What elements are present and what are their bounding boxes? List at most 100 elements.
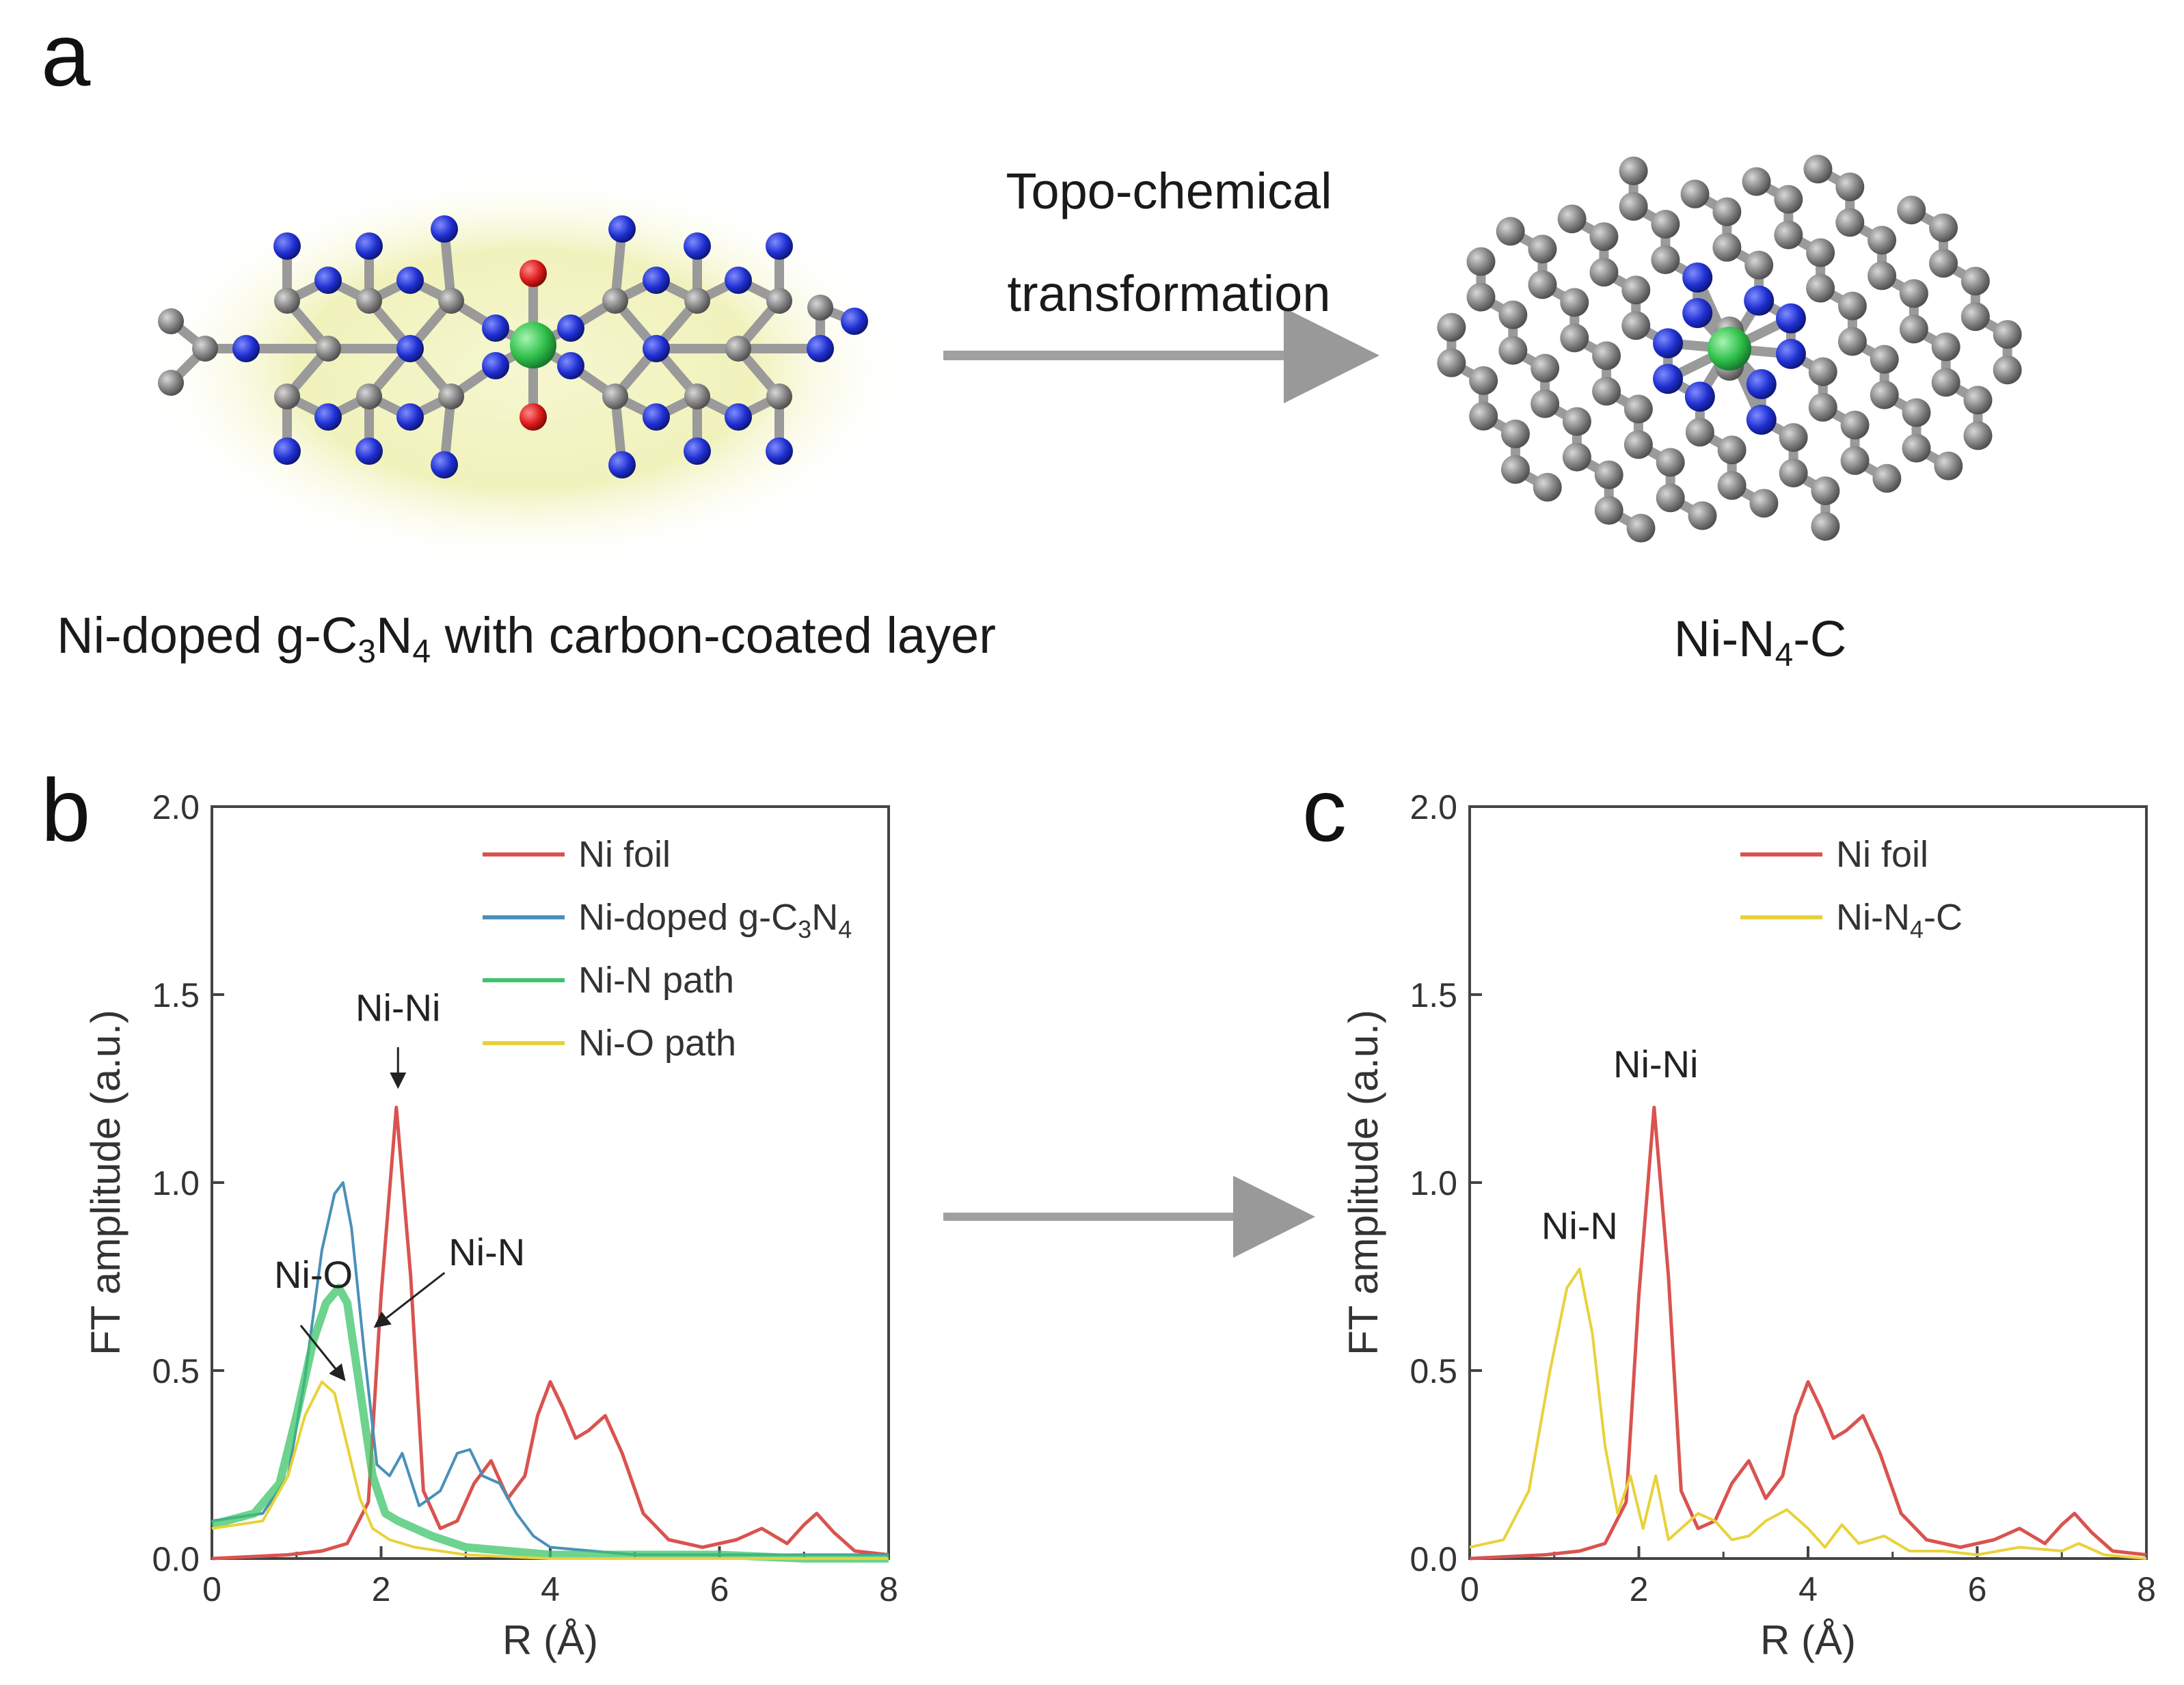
nitrogen-atom — [273, 232, 301, 260]
carbon-atom — [1562, 407, 1591, 436]
carbon-atom — [1931, 332, 1960, 362]
carbon-atom — [1897, 196, 1926, 225]
carbon-atom — [1498, 300, 1528, 329]
nitrogen-atom — [314, 267, 342, 294]
carbon-atom — [602, 288, 628, 314]
arrow-label-line1: Topo-chemical — [1006, 163, 1332, 219]
x-axis-label: R (Å) — [1760, 1617, 1856, 1663]
nitrogen-atom — [557, 314, 584, 342]
carbon-atom — [1742, 167, 1771, 196]
nitrogen-atom — [725, 267, 752, 294]
y-tick-label: 0.0 — [1410, 1540, 1457, 1578]
peak-annotation: Ni-N — [448, 1230, 525, 1273]
carbon-atom — [1592, 341, 1621, 370]
carbon-atom — [315, 336, 341, 362]
x-tick-label: 0 — [202, 1570, 221, 1608]
x-tick-label: 8 — [2137, 1570, 2156, 1608]
nitrogen-atom — [766, 232, 793, 260]
carbon-atom — [1626, 513, 1656, 543]
carbon-atom — [1779, 459, 1808, 487]
x-tick-label: 0 — [1460, 1570, 1479, 1608]
carbon-atom — [1872, 463, 1902, 493]
nitrogen-atom — [807, 335, 834, 362]
panel-c-label: c — [1302, 760, 1347, 860]
nitrogen-atom — [608, 215, 636, 243]
nitrogen-atom — [1746, 369, 1777, 399]
carbon-atom — [274, 288, 300, 314]
x-axis-label: R (Å) — [502, 1617, 598, 1663]
carbon-atom — [1589, 258, 1619, 287]
carbon-atom — [1651, 245, 1680, 274]
carbon-atom — [1993, 355, 2022, 385]
carbon-atom — [1960, 302, 1990, 332]
carbon-atom — [1651, 210, 1680, 239]
carbon-atom — [1500, 419, 1530, 448]
panel-a-label: a — [41, 5, 91, 105]
carbon-atom — [1469, 401, 1498, 431]
carbon-atom — [1531, 353, 1560, 383]
carbon-atom — [602, 383, 628, 409]
carbon-atom — [1562, 442, 1591, 472]
carbon-atom — [1560, 288, 1589, 317]
carbon-atom — [1811, 512, 1840, 541]
peak-annotation: Ni-Ni — [1613, 1042, 1698, 1086]
left-structure-caption: Ni-doped g-C3N4 with carbon-coated layer — [57, 607, 996, 670]
nitrogen-atom — [232, 335, 260, 362]
nitrogen-atom — [273, 437, 301, 465]
annotation-arrow — [373, 1271, 446, 1328]
carbon-atom — [1712, 232, 1742, 262]
carbon-atom — [1560, 323, 1589, 353]
y-tick-label: 0.5 — [152, 1352, 200, 1390]
nitrogen-atom — [431, 215, 458, 243]
peak-annotation: Ni-O — [274, 1253, 353, 1296]
nitrogen-atom — [314, 403, 342, 431]
carbon-atom — [1533, 472, 1562, 502]
carbon-atom — [1656, 483, 1685, 513]
carbon-atom — [725, 336, 751, 362]
carbon-atom — [356, 288, 382, 314]
nitrogen-atom — [355, 437, 383, 465]
carbon-atom — [1837, 327, 1867, 356]
carbon-atom — [766, 288, 792, 314]
nitrogen-atom — [1653, 364, 1684, 394]
series-line — [1469, 1267, 2147, 1560]
carbon-atom — [1557, 204, 1587, 234]
carbon-atom — [1466, 247, 1496, 276]
y-tick-label: 1.5 — [1410, 976, 1457, 1014]
carbon-atom — [1621, 311, 1651, 340]
nitrogen-atom — [643, 267, 670, 294]
nickel-atom — [510, 322, 556, 368]
nitrogen-atom — [841, 308, 868, 335]
legend-entry: Ni-O path — [578, 1023, 736, 1064]
carbon-atom — [1717, 435, 1747, 465]
carbon-atom — [807, 295, 833, 321]
y-tick-label: 1.0 — [1410, 1164, 1457, 1202]
nitrogen-atom — [482, 314, 509, 342]
x-tick-label: 4 — [541, 1570, 560, 1608]
carbon-atom — [1469, 366, 1498, 395]
carbon-atom — [1835, 208, 1865, 237]
x-tick-label: 2 — [1630, 1570, 1649, 1608]
nitrogen-atom — [431, 451, 458, 478]
nitrogen-atom — [396, 403, 424, 431]
nitrogen-atom — [1744, 285, 1775, 316]
arrow-label-line2: transformation — [1008, 265, 1331, 322]
carbon-atom — [1902, 398, 1931, 427]
carbon-atom — [1931, 368, 1960, 397]
carbon-atom — [1870, 380, 1899, 409]
carbon-atom — [1899, 314, 1928, 344]
x-tick-label: 6 — [1968, 1570, 1987, 1608]
carbon-atom — [1592, 377, 1621, 406]
carbon-atom — [192, 336, 218, 362]
carbon-atom — [158, 308, 184, 334]
nitrogen-atom — [684, 232, 711, 260]
peak-annotation: Ni-Ni — [355, 986, 440, 1029]
y-tick-label: 2.0 — [1410, 788, 1457, 826]
carbon-atom — [1589, 222, 1619, 252]
carbon-atom — [1437, 312, 1466, 342]
carbon-atom — [1934, 451, 1963, 481]
nitrogen-atom — [1775, 338, 1806, 369]
nitrogen-atom — [608, 451, 636, 478]
nitrogen-atom — [766, 437, 793, 465]
legend-entry: Ni-N path — [578, 960, 734, 1001]
